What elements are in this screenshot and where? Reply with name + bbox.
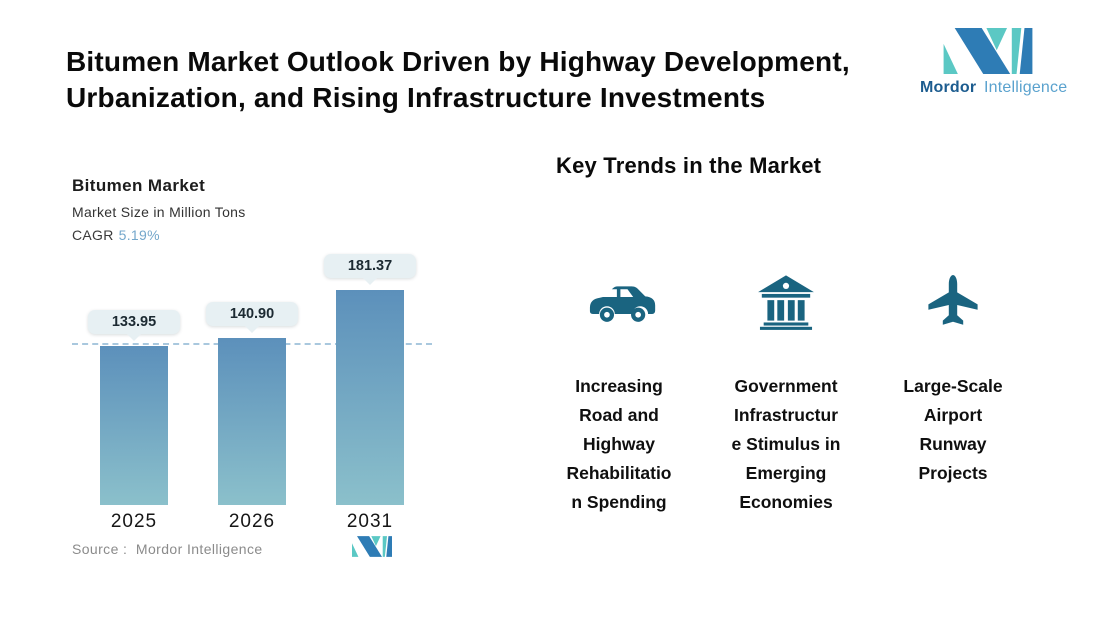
trend-item-government-stimulus: Government Infrastructur e Stimulus in E…	[707, 270, 865, 517]
bar-2031	[336, 290, 404, 505]
trend-label: Government Infrastructur e Stimulus in E…	[731, 376, 841, 512]
bars-container: 133.95 2025 140.90 2026 181.37 2031	[72, 250, 432, 532]
chart-title: Bitumen Market	[72, 176, 206, 195]
cagr-label: CAGR	[72, 227, 114, 243]
page-title-line2: Urbanization, and Rising Infrastructure …	[66, 82, 766, 113]
cagr-value: 5.19%	[118, 227, 160, 243]
airplane-icon	[874, 270, 1032, 334]
bar-chart: 133.95 2025 140.90 2026 181.37 2031	[72, 250, 432, 532]
bar-value-callout: 133.95	[88, 310, 180, 335]
brand-wordmark: Mordor Intelligence	[920, 79, 1067, 97]
bar-2026	[218, 337, 286, 505]
chart-subtitle: Market Size in Million Tons	[72, 204, 246, 220]
mordor-intelligence-logo-small-icon	[352, 536, 392, 562]
trend-label: Increasing Road and Highway Rehabilitati…	[566, 376, 672, 512]
bar-value-callout: 181.37	[324, 254, 416, 278]
chart-header: Bitumen Market Market Size in Million To…	[72, 176, 246, 243]
bank-icon	[707, 270, 865, 334]
page-title-line1: Bitumen Market Outlook Driven by Highway…	[66, 46, 850, 77]
bar-value-callout: 140.90	[206, 301, 298, 326]
brand-name-regular: Intelligence	[983, 79, 1068, 96]
x-axis-label-2031: 2031	[346, 511, 394, 532]
x-axis-label-2025: 2025	[110, 511, 158, 532]
trends-row: Increasing Road and Highway Rehabilitati…	[540, 270, 1032, 517]
brand-name-bold: Mordor	[920, 79, 977, 96]
bar-2025	[100, 346, 168, 505]
bar-value: 133.95	[111, 314, 157, 331]
trends-heading: Key Trends in the Market	[556, 153, 822, 178]
bar-value: 140.90	[229, 305, 275, 322]
x-axis-label-2026: 2026	[228, 511, 276, 532]
bar-group-2025: 133.95 2025	[78, 250, 190, 532]
source-row: Source : Mordor Intelligence	[72, 536, 432, 562]
page-title: Bitumen Market Outlook Driven by Highway…	[66, 44, 850, 116]
bar-value: 181.37	[347, 258, 393, 274]
chart-cagr: CAGR 5.19%	[72, 227, 246, 243]
bar-group-2031: 181.37 2031	[314, 250, 426, 532]
trend-label: Large-Scale Airport Runway Projects	[903, 376, 1003, 483]
trend-item-road-rehabilitation: Increasing Road and Highway Rehabilitati…	[540, 270, 698, 517]
mordor-intelligence-logo-icon	[920, 28, 1056, 74]
brand-logo: Mordor Intelligence	[920, 28, 1067, 97]
car-icon	[540, 270, 698, 334]
source-label: Source : Mordor Intelligence	[72, 541, 263, 557]
trend-item-airport-runways: Large-Scale Airport Runway Projects	[874, 270, 1032, 517]
bar-group-2026: 140.90 2026	[196, 250, 308, 532]
